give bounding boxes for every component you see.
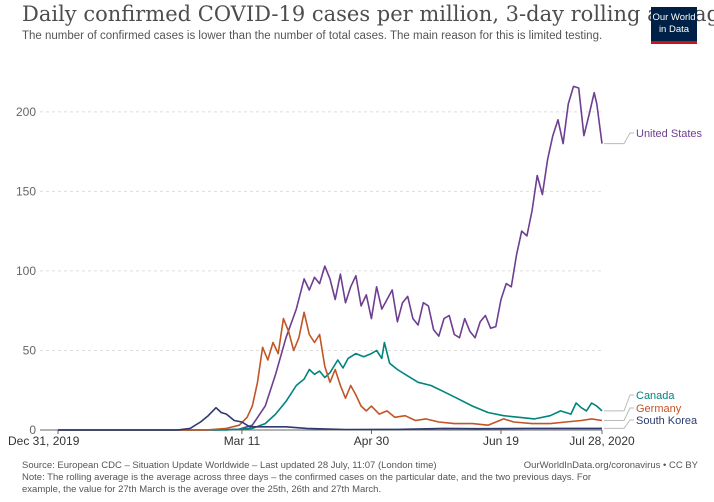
series-line [58, 341, 603, 431]
x-axis-ticks: Dec 31, 2019 Mar 11 Apr 30 Jun 19 Jul 28, 20… [8, 430, 635, 448]
series-line [58, 406, 602, 431]
y-tick-label: 100 [16, 264, 36, 278]
y-tick-label: 50 [23, 343, 37, 357]
y-tick-label: 200 [16, 105, 36, 119]
source-note: Source: European CDC – Situation Update … [22, 460, 437, 471]
y-tick-label: 0 [29, 423, 36, 437]
series-label: South Korea [636, 415, 698, 427]
logo-line-2: in Data [658, 24, 690, 35]
series-label-connector [604, 407, 634, 421]
series-line [58, 85, 603, 431]
rolling-average-note-2: example, the value for 27th March is the… [22, 484, 382, 495]
y-tick-label: 150 [16, 184, 36, 198]
chart-title: Daily confirmed COVID-19 cases per milli… [22, 2, 714, 26]
series-label-connector [604, 419, 634, 429]
series-line [58, 311, 603, 431]
series-label: Germany [636, 403, 682, 415]
gridlines [40, 111, 602, 431]
rolling-average-note-1: Note: The rolling average is the average… [22, 472, 592, 483]
chart-subtitle: The number of confirmed cases is lower t… [22, 30, 603, 42]
x-tick-label: Apr 30 [354, 434, 390, 448]
series-label: Canada [636, 390, 675, 402]
series-label-connector [604, 132, 634, 145]
y-axis-ticks: 0 50 100 150 200 [16, 105, 36, 437]
x-tick-label: Jul 28, 2020 [569, 434, 635, 448]
series-lines [58, 85, 603, 431]
x-tick-label: Mar 11 [224, 434, 261, 448]
x-tick-label: Dec 31, 2019 [8, 434, 80, 448]
series-label-connector [604, 394, 634, 412]
logo-line-1: Our World [652, 12, 696, 23]
series-label: United States [636, 128, 703, 140]
source-link[interactable]: OurWorldInData.org/coronavirus • CC BY [523, 460, 698, 471]
x-tick-label: Jun 19 [483, 434, 519, 448]
owid-logo[interactable]: Our World in Data [651, 7, 697, 44]
